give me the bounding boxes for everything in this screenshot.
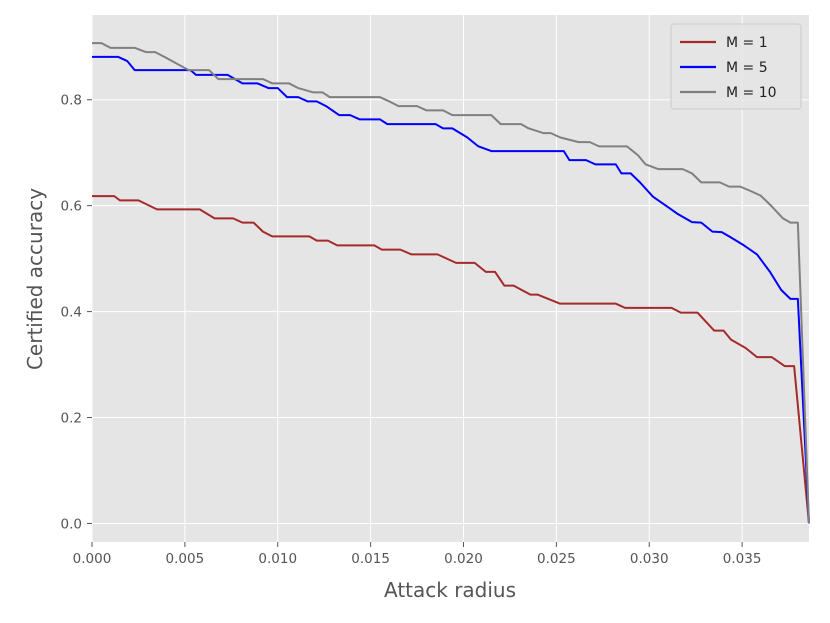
x-tick-label: 0.020	[444, 551, 483, 567]
legend-label: M = 10	[726, 85, 777, 101]
x-tick-label: 0.015	[351, 551, 390, 567]
legend: M = 1 M = 5 M = 10	[670, 23, 802, 110]
x-tick-label: 0.035	[723, 551, 762, 567]
y-axis-ticks: 0.0 0.2 0.4 0.6 0.8	[61, 93, 92, 532]
series-line-3	[92, 42, 810, 524]
series-lines	[92, 42, 810, 524]
legend-label: M = 1	[726, 35, 768, 51]
y-axis-label: Certified accuracy	[23, 188, 47, 370]
y-tick-label: 0.8	[61, 93, 82, 109]
x-tick-label: 0.000	[73, 551, 112, 567]
x-tick-label: 0.025	[537, 551, 576, 567]
legend-box	[670, 23, 802, 110]
x-tick-label: 0.030	[630, 551, 669, 567]
x-tick-label: 0.010	[258, 551, 297, 567]
x-tick-label: 0.005	[166, 551, 205, 567]
y-tick-label: 0.0	[61, 516, 82, 532]
y-tick-label: 0.2	[61, 411, 82, 427]
series-line-2	[92, 55, 810, 524]
x-axis-label: Attack radius	[384, 578, 516, 602]
legend-label: M = 5	[726, 60, 768, 76]
x-axis-ticks: 0.000 0.005 0.010 0.015 0.020 0.025 0.030 0.035	[73, 542, 762, 567]
series-line-1	[92, 195, 810, 524]
y-tick-label: 0.6	[61, 199, 82, 215]
y-tick-label: 0.4	[61, 305, 82, 321]
